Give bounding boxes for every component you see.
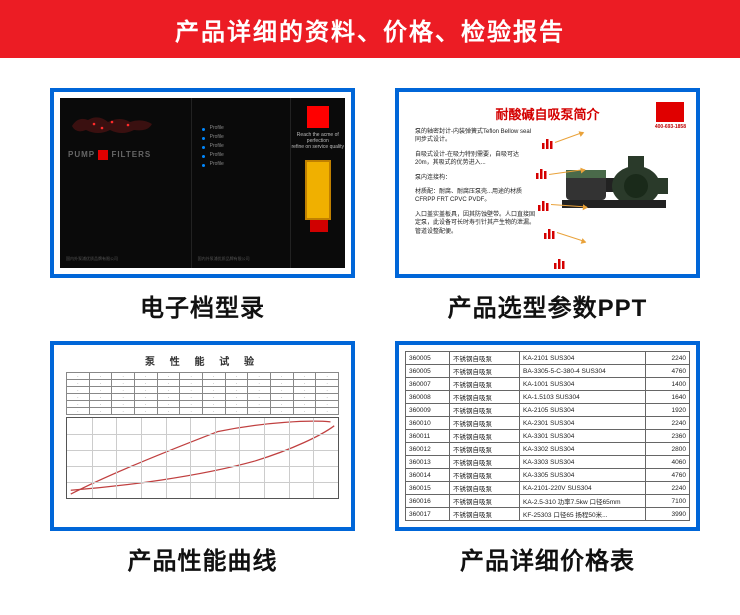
caption-ppt: 产品选型参数PPT xyxy=(448,288,648,323)
ppt-inner: 耐酸碱自吸泵简介 400-693-1858 泵的轴密封计-内装弹簧式Teflon… xyxy=(405,98,690,268)
bar-chart-icon xyxy=(543,226,555,240)
cell-curve: 泵 性 能 试 验 ······························… xyxy=(50,341,355,576)
curve-inner: 泵 性 能 试 验 ······························… xyxy=(60,351,345,521)
caption-price: 产品详细价格表 xyxy=(460,541,635,576)
cell-price: 360005不锈钢自吸泵KA-2101 SUS3042240360005不锈钢自… xyxy=(395,341,700,576)
bar-chart-icon xyxy=(535,166,547,180)
arrow-icon xyxy=(557,232,586,242)
catalog-fineprint: 国内外泵浦优质品牌有限公司 xyxy=(66,257,185,262)
header-banner: 产品详细的资料、价格、检验报告 xyxy=(0,0,740,58)
ppt-text-column: 泵的轴密封计-内装弹簧式Teflon Bellow seal同步式设计。自吸式设… xyxy=(415,128,535,242)
brand-k-icon xyxy=(98,150,108,160)
card-grid: PUMP FILTERS 国内外泵浦优质品牌有限公司 ProfileProfil… xyxy=(0,58,740,596)
cell-ppt: 耐酸碱自吸泵简介 400-693-1858 泵的轴密封计-内装弹簧式Teflon… xyxy=(395,88,700,323)
catalog-inner: PUMP FILTERS 国内外泵浦优质品牌有限公司 ProfileProfil… xyxy=(60,98,345,268)
brand-logo-icon xyxy=(307,106,329,128)
curve-title: 泵 性 能 试 验 xyxy=(60,353,345,368)
cell-catalog: PUMP FILTERS 国内外泵浦优质品牌有限公司 ProfileProfil… xyxy=(50,88,355,323)
arrow-icon xyxy=(555,132,584,143)
banner-text: 产品详细的资料、价格、检验报告 xyxy=(175,12,565,47)
price-table: 360005不锈钢自吸泵KA-2101 SUS3042240360005不锈钢自… xyxy=(405,351,690,521)
curve-chart xyxy=(66,417,339,499)
curve-data-table: ········································… xyxy=(66,372,339,415)
catalog-right-panel: Reach the acme of perfection refine on s… xyxy=(291,98,345,268)
bar-chart-icon xyxy=(553,256,565,270)
pump-icon xyxy=(562,148,672,218)
catalog-left-panel: PUMP FILTERS 国内外泵浦优质品牌有限公司 xyxy=(60,98,191,268)
card-price-table[interactable]: 360005不锈钢自吸泵KA-2101 SUS3042240360005不锈钢自… xyxy=(395,341,700,531)
catalog-mid-panel: ProfileProfileProfileProfileProfile 国内外泵… xyxy=(191,98,291,268)
caption-catalog: 电子档型录 xyxy=(140,288,265,323)
year-badge: 2013 xyxy=(305,160,331,220)
brand-text: PUMP FILTERS xyxy=(68,150,151,160)
tagline: Reach the acme of perfection refine on s… xyxy=(291,132,345,150)
ppt-phone: 400-693-1858 xyxy=(655,124,686,130)
bar-chart-icon xyxy=(537,198,549,212)
bar-chart-icon xyxy=(541,136,553,150)
caption-curve: 产品性能曲线 xyxy=(128,541,278,576)
world-map-icon xyxy=(68,108,158,144)
card-performance-curve[interactable]: 泵 性 能 试 验 ······························… xyxy=(50,341,355,531)
catalog-mid-fineprint: 国内外泵浦优质品牌有限公司 xyxy=(198,257,284,262)
ppt-logo-icon xyxy=(656,102,684,122)
catalog-mid-lines: ProfileProfileProfileProfileProfile xyxy=(210,124,224,169)
price-inner: 360005不锈钢自吸泵KA-2101 SUS3042240360005不锈钢自… xyxy=(405,351,690,521)
card-catalog[interactable]: PUMP FILTERS 国内外泵浦优质品牌有限公司 ProfileProfil… xyxy=(50,88,355,278)
curve-svg xyxy=(67,418,338,498)
ppt-title: 耐酸碱自吸泵简介 xyxy=(405,104,690,123)
card-ppt[interactable]: 耐酸碱自吸泵简介 400-693-1858 泵的轴密封计-内装弹簧式Teflon… xyxy=(395,88,700,278)
